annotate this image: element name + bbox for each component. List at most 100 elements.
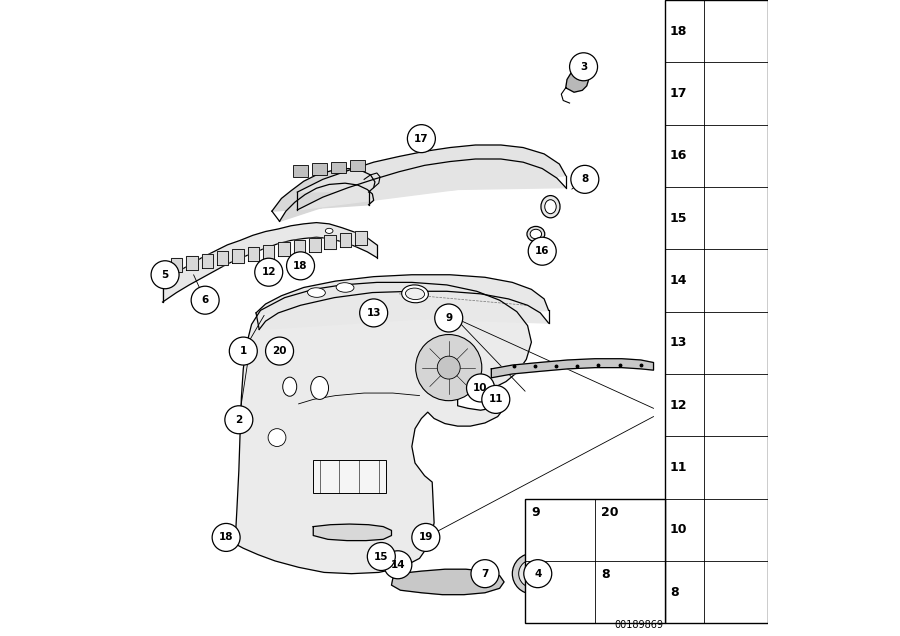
Circle shape bbox=[384, 551, 412, 579]
Text: 16: 16 bbox=[535, 246, 550, 256]
Text: 15: 15 bbox=[670, 212, 688, 225]
Circle shape bbox=[416, 335, 482, 401]
Ellipse shape bbox=[527, 226, 544, 242]
Circle shape bbox=[255, 258, 283, 286]
Text: 10: 10 bbox=[473, 383, 488, 393]
Text: 20: 20 bbox=[273, 346, 287, 356]
Text: 5: 5 bbox=[161, 270, 168, 280]
Polygon shape bbox=[232, 249, 244, 263]
Polygon shape bbox=[491, 359, 653, 378]
Circle shape bbox=[408, 125, 436, 153]
Polygon shape bbox=[163, 223, 377, 302]
Ellipse shape bbox=[283, 377, 297, 396]
Polygon shape bbox=[566, 69, 589, 92]
Polygon shape bbox=[340, 233, 351, 247]
Text: 16: 16 bbox=[670, 149, 688, 162]
Ellipse shape bbox=[310, 377, 328, 399]
Circle shape bbox=[571, 165, 598, 193]
FancyBboxPatch shape bbox=[525, 499, 665, 623]
Text: 13: 13 bbox=[366, 308, 381, 318]
Circle shape bbox=[286, 252, 314, 280]
Text: 2: 2 bbox=[235, 415, 242, 425]
Text: 18: 18 bbox=[219, 532, 233, 543]
Ellipse shape bbox=[530, 230, 542, 238]
Polygon shape bbox=[217, 251, 229, 265]
Ellipse shape bbox=[544, 200, 556, 214]
Text: 00189869: 00189869 bbox=[614, 619, 663, 630]
Text: 12: 12 bbox=[262, 267, 276, 277]
Ellipse shape bbox=[325, 228, 333, 233]
FancyBboxPatch shape bbox=[312, 163, 328, 175]
Circle shape bbox=[191, 286, 219, 314]
Text: 12: 12 bbox=[670, 399, 688, 411]
Circle shape bbox=[360, 299, 388, 327]
Circle shape bbox=[412, 523, 440, 551]
Text: 15: 15 bbox=[374, 551, 389, 562]
Ellipse shape bbox=[541, 196, 560, 218]
Polygon shape bbox=[202, 254, 213, 268]
Polygon shape bbox=[313, 524, 392, 541]
Text: 4: 4 bbox=[534, 569, 542, 579]
Polygon shape bbox=[235, 282, 531, 574]
Polygon shape bbox=[309, 238, 320, 252]
Circle shape bbox=[525, 566, 540, 581]
Text: 1: 1 bbox=[239, 346, 247, 356]
Polygon shape bbox=[278, 242, 290, 256]
Ellipse shape bbox=[308, 287, 325, 298]
Ellipse shape bbox=[337, 282, 354, 293]
Circle shape bbox=[266, 337, 293, 365]
Text: 8: 8 bbox=[670, 586, 679, 598]
Circle shape bbox=[437, 356, 460, 379]
FancyBboxPatch shape bbox=[331, 162, 346, 173]
Text: 10: 10 bbox=[670, 523, 688, 536]
Text: 6: 6 bbox=[202, 295, 209, 305]
Ellipse shape bbox=[401, 285, 428, 303]
Text: 17: 17 bbox=[670, 87, 688, 100]
Circle shape bbox=[367, 543, 395, 570]
Circle shape bbox=[466, 374, 494, 402]
Circle shape bbox=[524, 560, 552, 588]
Text: 8: 8 bbox=[581, 174, 589, 184]
Polygon shape bbox=[297, 145, 566, 210]
Circle shape bbox=[471, 560, 499, 588]
Ellipse shape bbox=[406, 288, 425, 300]
Circle shape bbox=[518, 560, 546, 588]
Text: 3: 3 bbox=[580, 62, 587, 72]
Polygon shape bbox=[272, 169, 375, 221]
Text: 18: 18 bbox=[670, 25, 688, 38]
Polygon shape bbox=[263, 245, 274, 259]
Circle shape bbox=[268, 429, 286, 446]
FancyBboxPatch shape bbox=[665, 0, 768, 623]
Text: 19: 19 bbox=[531, 567, 549, 581]
Text: 9: 9 bbox=[531, 506, 540, 518]
Text: 7: 7 bbox=[482, 569, 489, 579]
Circle shape bbox=[528, 237, 556, 265]
Text: 14: 14 bbox=[391, 560, 405, 570]
Text: 11: 11 bbox=[670, 461, 688, 474]
Polygon shape bbox=[248, 247, 259, 261]
Circle shape bbox=[151, 261, 179, 289]
Polygon shape bbox=[356, 231, 366, 245]
Polygon shape bbox=[171, 258, 182, 272]
Text: 9: 9 bbox=[446, 313, 453, 323]
Text: 14: 14 bbox=[670, 274, 688, 287]
Circle shape bbox=[225, 406, 253, 434]
Polygon shape bbox=[256, 275, 549, 329]
Circle shape bbox=[570, 53, 598, 81]
FancyBboxPatch shape bbox=[313, 460, 386, 493]
Circle shape bbox=[435, 304, 463, 332]
Text: 18: 18 bbox=[293, 261, 308, 271]
Text: 11: 11 bbox=[489, 394, 503, 404]
Circle shape bbox=[230, 337, 257, 365]
Polygon shape bbox=[392, 569, 504, 595]
Polygon shape bbox=[186, 256, 198, 270]
Circle shape bbox=[482, 385, 509, 413]
Text: 8: 8 bbox=[601, 567, 610, 581]
Circle shape bbox=[512, 553, 553, 594]
Text: 13: 13 bbox=[670, 336, 688, 349]
Polygon shape bbox=[325, 235, 336, 249]
Circle shape bbox=[212, 523, 240, 551]
Polygon shape bbox=[293, 240, 305, 254]
FancyBboxPatch shape bbox=[292, 165, 308, 177]
FancyBboxPatch shape bbox=[350, 160, 365, 172]
